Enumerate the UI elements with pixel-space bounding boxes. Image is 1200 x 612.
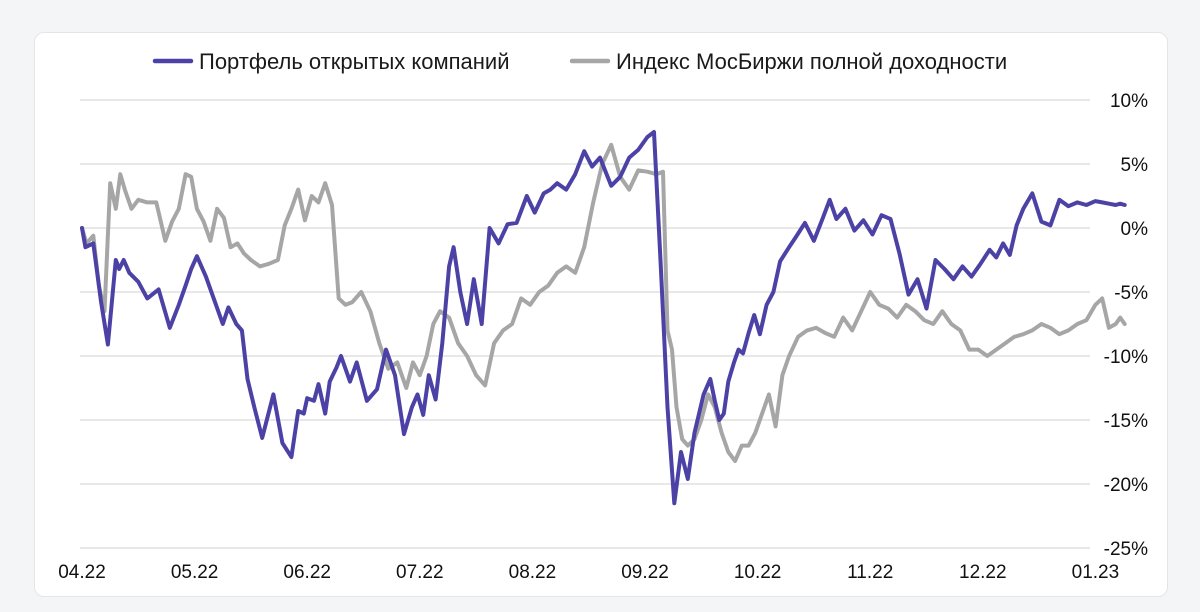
x-tick-label: 10.22 bbox=[734, 562, 782, 583]
y-tick-label: -10% bbox=[1104, 347, 1148, 368]
y-tick-label: 5% bbox=[1121, 155, 1149, 176]
x-tick-label: 01.23 bbox=[1072, 562, 1120, 583]
y-tick-label: -25% bbox=[1104, 539, 1148, 560]
x-tick-label: 11.22 bbox=[847, 562, 893, 583]
portfolio-series-line bbox=[80, 130, 1127, 506]
legend-label: Индекс МосБиржи полной доходности bbox=[616, 49, 1007, 74]
gridlines bbox=[80, 99, 1090, 549]
x-tick-label: 07.22 bbox=[396, 562, 444, 583]
legend-item-portfolio: Портфель открытых компаний bbox=[152, 49, 510, 74]
x-tick-label: 12.22 bbox=[959, 562, 1007, 583]
series-lines bbox=[80, 130, 1127, 506]
y-tick-label: 0% bbox=[1121, 219, 1149, 240]
y-tick-label: -15% bbox=[1104, 411, 1148, 432]
y-axis-tick-labels: 10% 5% 0% -5% -10% -15% -20% -25% bbox=[1104, 91, 1148, 560]
x-axis-tick-labels: 04.22 05.22 06.22 07.22 08.22 09.22 10.22 11.22… bbox=[58, 562, 1119, 583]
y-tick-label: 10% bbox=[1110, 91, 1148, 112]
y-tick-label: -5% bbox=[1114, 283, 1148, 304]
legend-item-index: Индекс МосБиржи полной доходности bbox=[569, 49, 1007, 74]
x-tick-label: 06.22 bbox=[283, 562, 331, 583]
chart-card bbox=[34, 32, 1168, 597]
x-tick-label: 05.22 bbox=[171, 562, 219, 583]
x-tick-label: 09.22 bbox=[621, 562, 669, 583]
x-tick-label: 08.22 bbox=[509, 562, 557, 583]
x-tick-label: 04.22 bbox=[58, 562, 106, 583]
y-tick-label: -20% bbox=[1104, 475, 1148, 496]
legend: Портфель открытых компаний Индекс МосБирж… bbox=[152, 49, 1007, 74]
legend-label: Портфель открытых компаний bbox=[199, 49, 510, 74]
index-series-line bbox=[80, 142, 1127, 463]
